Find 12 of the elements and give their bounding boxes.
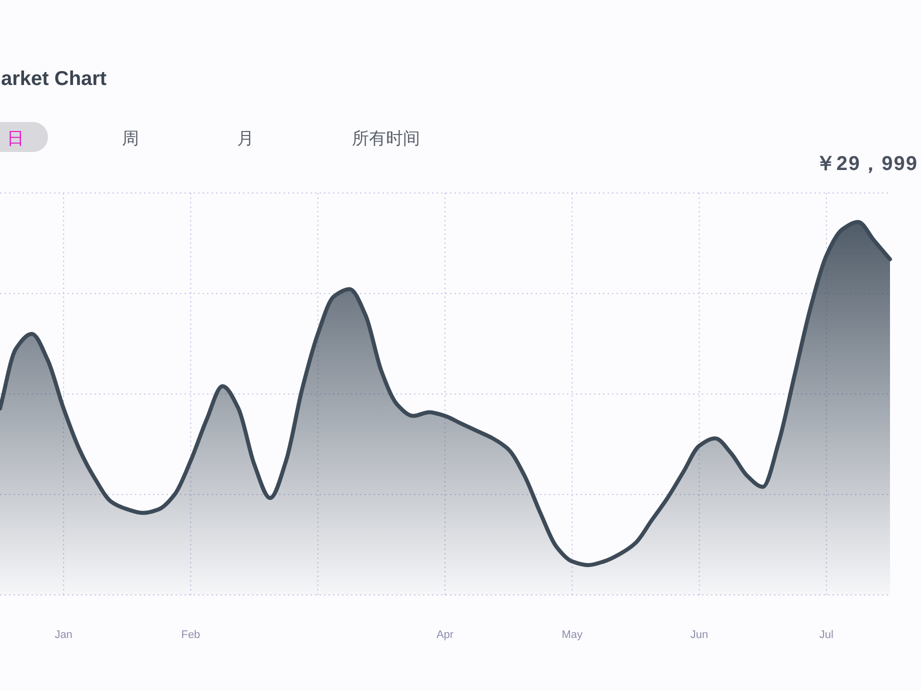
x-tick-label: Jul: [819, 629, 834, 641]
x-tick-label: Jun: [690, 629, 708, 641]
x-tick-label: Feb: [181, 629, 200, 641]
x-tick-label: May: [562, 629, 584, 641]
text: ￥29，999: [815, 153, 918, 175]
chart-title: arket Chart: [1, 68, 107, 90]
x-tick-label: Jan: [54, 629, 72, 641]
text: 日: [7, 129, 24, 148]
text: 所有时间: [352, 129, 420, 148]
x-tick-label: Apr: [436, 629, 454, 641]
text: 周: [122, 129, 139, 148]
text: 月: [237, 129, 254, 148]
